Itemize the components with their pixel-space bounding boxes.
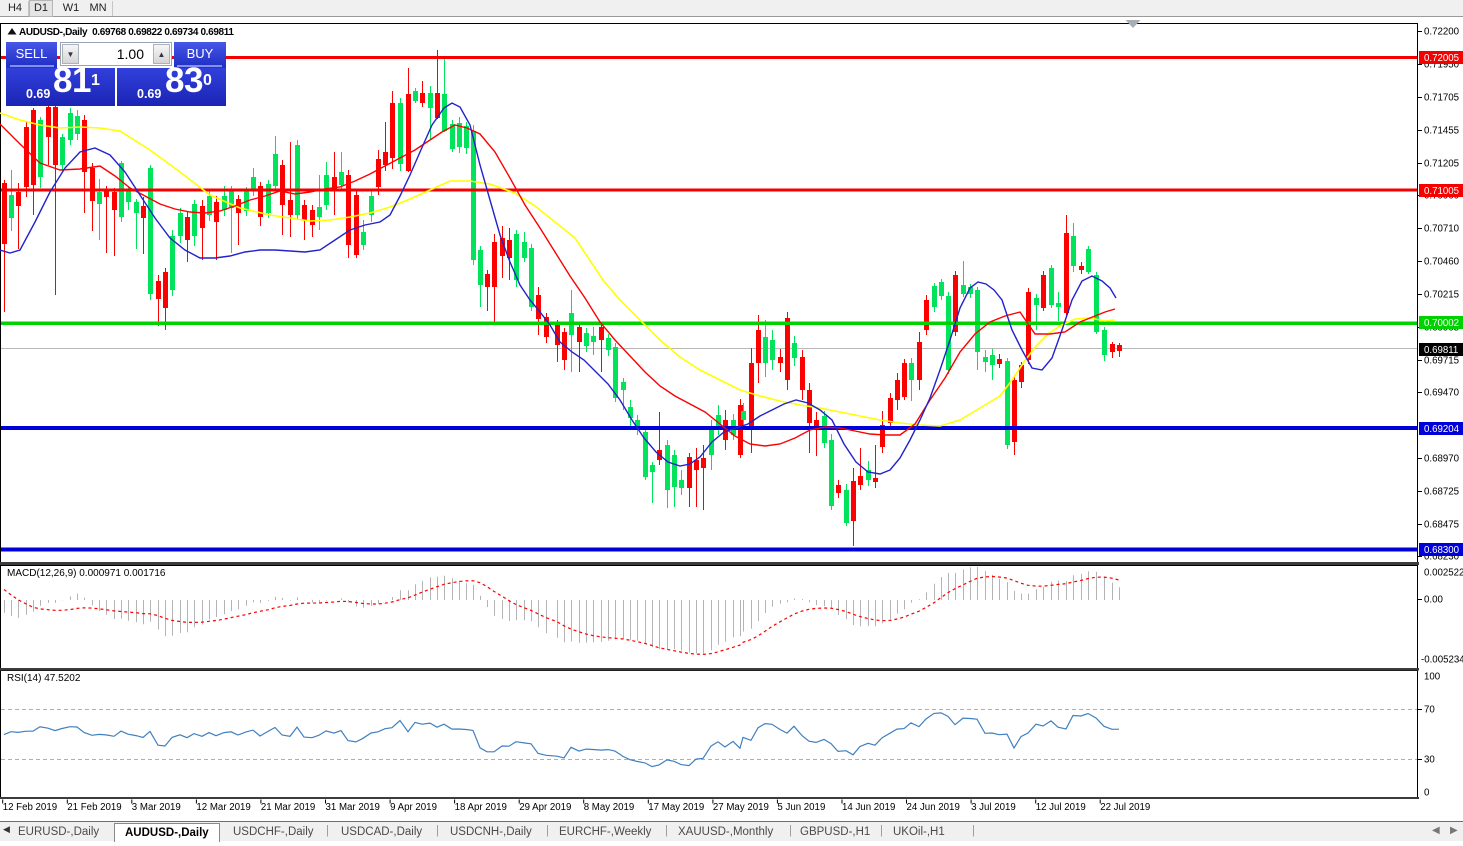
svg-text:3 Mar 2019: 3 Mar 2019: [132, 802, 181, 813]
svg-text:0.68475: 0.68475: [1424, 520, 1459, 531]
svg-text:AUDUSD-,Daily 0.69768 0.69822: AUDUSD-,Daily 0.69768 0.69822 0.69734 0.…: [19, 27, 234, 38]
svg-text:0.68970: 0.68970: [1424, 454, 1460, 465]
svg-text:17 May 2019: 17 May 2019: [648, 802, 704, 813]
svg-text:14 Jun 2019: 14 Jun 2019: [842, 802, 895, 813]
svg-text:0.71005: 0.71005: [1424, 186, 1459, 197]
svg-text:0.71205: 0.71205: [1424, 159, 1459, 170]
svg-text:0.68300: 0.68300: [1424, 545, 1460, 556]
svg-text:21 Feb 2019: 21 Feb 2019: [67, 802, 121, 813]
svg-text:0.69715: 0.69715: [1424, 356, 1459, 367]
svg-text:0.70002: 0.70002: [1424, 318, 1459, 329]
svg-text:12 Mar 2019: 12 Mar 2019: [196, 802, 250, 813]
svg-text:0.69811: 0.69811: [1424, 345, 1458, 356]
svg-text:27 May 2019: 27 May 2019: [713, 802, 769, 813]
svg-text:0.72005: 0.72005: [1424, 53, 1459, 64]
svg-text:0.69470: 0.69470: [1424, 388, 1460, 399]
svg-text:0.71705: 0.71705: [1424, 93, 1459, 104]
svg-text:12 Feb 2019: 12 Feb 2019: [3, 802, 57, 813]
svg-text:0.71455: 0.71455: [1424, 126, 1459, 137]
svg-text:21 Mar 2019: 21 Mar 2019: [261, 802, 315, 813]
svg-text:0.70710: 0.70710: [1424, 224, 1460, 235]
svg-text:5 Jun 2019: 5 Jun 2019: [777, 802, 825, 813]
svg-text:8 May 2019: 8 May 2019: [584, 802, 635, 813]
svg-text:0.71950: 0.71950: [1424, 60, 1460, 71]
svg-text:0.68230: 0.68230: [1424, 552, 1460, 563]
svg-text:24 Jun 2019: 24 Jun 2019: [907, 802, 960, 813]
svg-text:30: 30: [1424, 755, 1435, 766]
svg-text:3 Jul 2019: 3 Jul 2019: [971, 802, 1016, 813]
svg-text:-0.005234: -0.005234: [1421, 655, 1463, 666]
svg-text:0.72200: 0.72200: [1424, 27, 1460, 38]
svg-text:0.00: 0.00: [1424, 595, 1443, 606]
svg-text:100: 100: [1424, 672, 1441, 683]
svg-text:0.002522: 0.002522: [1424, 568, 1463, 579]
svg-text:0.70460: 0.70460: [1424, 257, 1460, 268]
svg-text:12 Jul 2019: 12 Jul 2019: [1036, 802, 1086, 813]
svg-text:18 Apr 2019: 18 Apr 2019: [455, 802, 507, 813]
svg-text:0: 0: [1424, 788, 1430, 799]
svg-text:0.70215: 0.70215: [1424, 290, 1459, 301]
svg-text:0.69204: 0.69204: [1424, 424, 1460, 435]
svg-text:29 Apr 2019: 29 Apr 2019: [519, 802, 571, 813]
svg-text:0.68725: 0.68725: [1424, 487, 1459, 498]
svg-text:MACD(12,26,9) 0.000971 0.00171: MACD(12,26,9) 0.000971 0.001716: [7, 568, 166, 579]
svg-text:31 Mar 2019: 31 Mar 2019: [326, 802, 380, 813]
svg-text:RSI(14) 47.5202: RSI(14) 47.5202: [7, 673, 81, 684]
svg-text:9 Apr 2019: 9 Apr 2019: [390, 802, 437, 813]
svg-text:70: 70: [1424, 705, 1435, 716]
svg-text:22 Jul 2019: 22 Jul 2019: [1100, 802, 1150, 813]
